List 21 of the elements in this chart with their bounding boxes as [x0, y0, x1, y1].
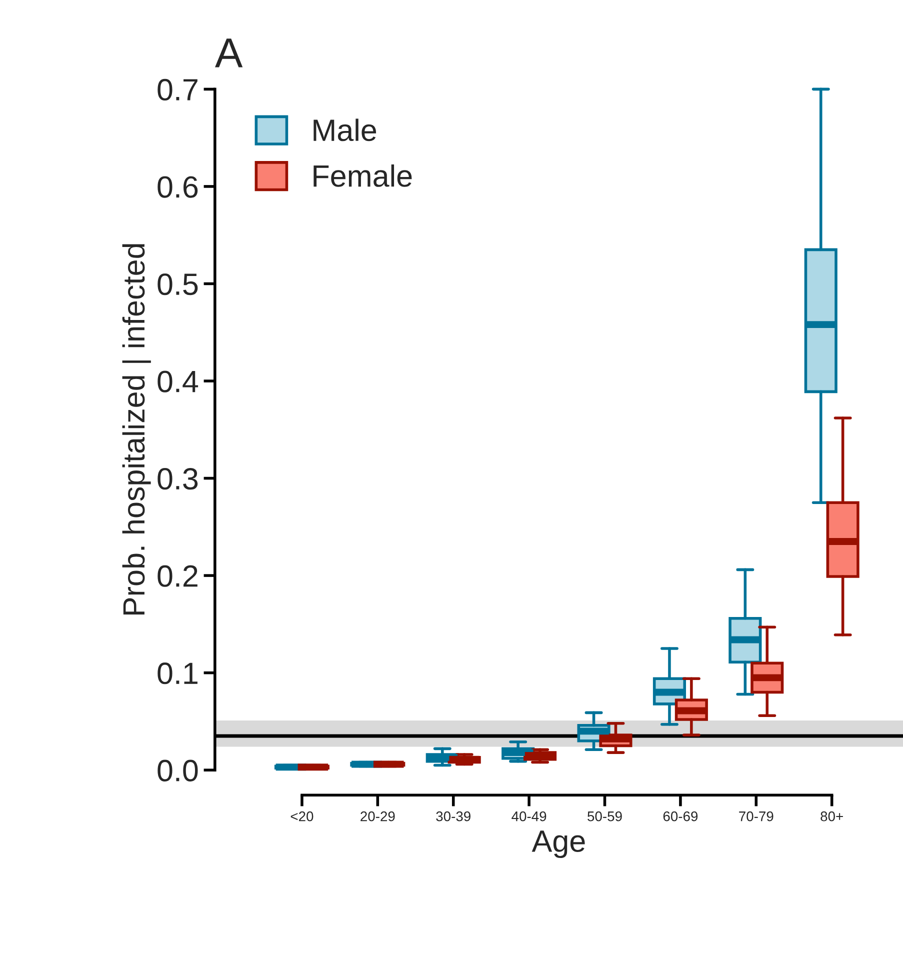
y-tick-label: 0.1 — [158, 662, 198, 684]
y-tick-label: 0.5 — [158, 273, 198, 296]
x-tick-label: <20 — [290, 811, 314, 822]
x-tick-label: 40-49 — [512, 811, 546, 822]
y-tick-label: 0.4 — [158, 370, 198, 392]
y-tick-label: 0.3 — [158, 468, 198, 490]
legend-label: Female — [314, 164, 412, 187]
x-tick-label: 50-59 — [588, 811, 622, 822]
y-tick-label: 0.7 — [158, 78, 198, 101]
chart-title: A — [215, 38, 243, 68]
x-axis-title: Age — [532, 830, 585, 858]
x-tick-label: 20-29 — [360, 811, 395, 822]
x-tick-label: 60-69 — [663, 811, 698, 822]
x-tick-label: 70-79 — [739, 811, 774, 822]
y-tick-label: 0.2 — [158, 565, 198, 587]
y-tick-label: 0.6 — [158, 176, 198, 198]
y-axis-title: Prob. hospitalized | infected — [122, 244, 151, 615]
y-tick-label: 0.0 — [158, 760, 198, 782]
x-tick-label: 30-39 — [436, 811, 470, 822]
x-tick-label: 80+ — [820, 811, 843, 822]
legend-label: Male — [314, 118, 376, 142]
